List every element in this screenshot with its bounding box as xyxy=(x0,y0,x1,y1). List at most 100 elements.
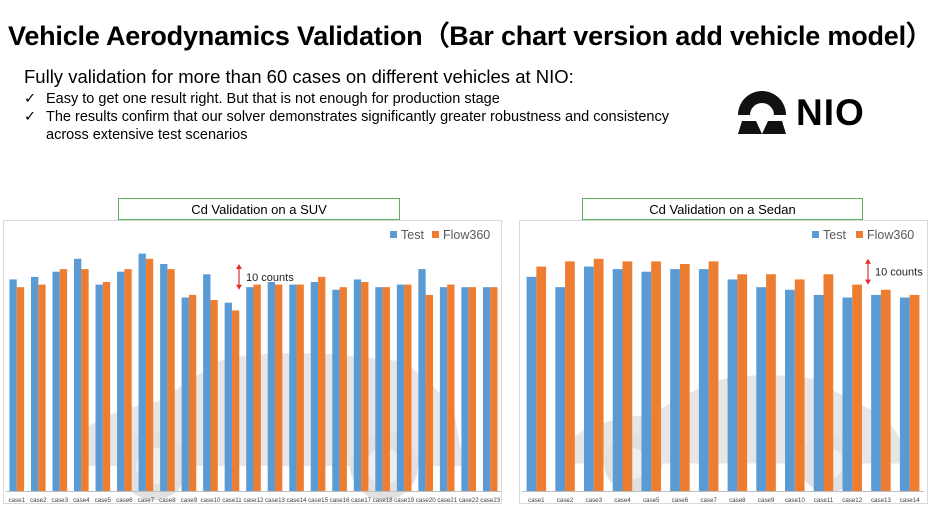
suv-legend-swatch-test xyxy=(390,231,397,238)
suv-bar-test-case2 xyxy=(30,276,39,491)
sedan-bar-test-case3 xyxy=(584,266,594,491)
suv-bar-test-case1 xyxy=(9,279,17,491)
suv-tick-label: case7 xyxy=(138,497,155,503)
suv-bar-flow360-case14 xyxy=(296,284,304,491)
check-icon: ✓ xyxy=(24,91,37,107)
nio-logo-icon xyxy=(738,91,786,134)
suv-tick-label: case22 xyxy=(459,497,480,503)
sedan-bar-flow360-case4 xyxy=(622,261,633,491)
bullet-text: Easy to get one result right. But that i… xyxy=(46,91,500,107)
suv-bar-test-case19 xyxy=(396,284,405,491)
suv-bar-flow360-case16 xyxy=(339,287,347,491)
sedan-chart-frame: case1 case2 case3 case4 case5 case6 case7 case8… xyxy=(519,220,928,504)
sedan-bar-test-case6 xyxy=(670,269,680,491)
sedan-legend-flow360: Flow360 xyxy=(867,228,914,242)
sedan-tick-label: case4 xyxy=(614,497,631,503)
suv-bar-flow360-case2 xyxy=(38,284,46,491)
suv-tick-label: case13 xyxy=(265,497,286,503)
suv-bar-flow360-case19 xyxy=(404,284,412,491)
suv-bar-test-case14 xyxy=(289,284,297,491)
suv-bar-test-case7 xyxy=(138,253,146,491)
suv-tick-label: case23 xyxy=(480,497,501,503)
suv-tick-label: case21 xyxy=(437,497,458,503)
suv-bar-flow360-case22 xyxy=(468,287,477,491)
bullet-item: ✓ Easy to get one result right. But that … xyxy=(24,90,714,108)
page-title: Vehicle Aerodynamics Validation（Bar char… xyxy=(8,21,933,51)
suv-legend-test: Test xyxy=(401,228,424,242)
suv-tick-label: case4 xyxy=(73,497,90,503)
suv-bar-flow360-case6 xyxy=(124,269,132,491)
sedan-tick-label: case6 xyxy=(672,497,689,503)
suv-bar-test-case3 xyxy=(52,271,60,491)
sedan-tick-label: case9 xyxy=(758,497,775,503)
suv-bar-flow360-case5 xyxy=(102,282,111,491)
sedan-bar-test-case11 xyxy=(813,294,824,491)
suv-bar-flow360-case12 xyxy=(253,284,261,491)
sedan-bar-flow360-case5 xyxy=(651,261,661,491)
suv-bar-flow360-case11 xyxy=(231,310,240,491)
bullet-text: The results confirm that our solver demo… xyxy=(46,109,669,143)
sedan-bar-test-case5 xyxy=(641,271,652,491)
sedan-tick-label: case11 xyxy=(814,497,834,503)
suv-bar-flow360-case3 xyxy=(59,269,68,491)
suv-bar-test-case18 xyxy=(375,287,383,491)
sedan-bar-flow360-case12 xyxy=(852,284,862,491)
sedan-bar-test-case8 xyxy=(727,279,738,491)
suv-bar-flow360-case23 xyxy=(490,287,498,491)
suv-bar-flow360-case18 xyxy=(382,287,390,491)
suv-tick-label: case11 xyxy=(222,497,242,503)
sedan-bar-flow360-case14 xyxy=(909,294,920,491)
sedan-bar-flow360-case2 xyxy=(565,261,575,491)
suv-bar-flow360-case1 xyxy=(16,287,25,491)
suv-legend-swatch-flow360 xyxy=(432,231,439,238)
sedan-chart-title: Cd Validation on a Sedan xyxy=(582,198,863,220)
sedan-bar-test-case14 xyxy=(899,297,910,491)
sedan-bar-test-case7 xyxy=(698,269,709,491)
suv-bar-flow360-case17 xyxy=(361,282,369,491)
suv-bar-flow360-case8 xyxy=(167,269,175,491)
sedan-bar-flow360-case9 xyxy=(766,274,776,491)
suv-bar-flow360-case4 xyxy=(81,269,89,491)
suv-tick-label: case8 xyxy=(159,497,176,503)
sedan-bar-test-case10 xyxy=(785,289,795,491)
sedan-annotation-label: 10 counts xyxy=(875,267,923,279)
suv-tick-label: case5 xyxy=(95,497,112,503)
sedan-bar-flow360-case10 xyxy=(794,279,805,491)
sedan-bar-flow360-case6 xyxy=(679,263,690,491)
sedan-legend-swatch-test xyxy=(812,231,819,238)
headline: Fully validation for more than 60 cases … xyxy=(24,66,574,87)
sedan-tick-label: case10 xyxy=(785,497,806,503)
sedan-tick-label: case2 xyxy=(557,497,574,503)
sedan-bar-flow360-case3 xyxy=(593,258,604,491)
suv-tick-label: case18 xyxy=(373,497,394,503)
suv-bar-flow360-case15 xyxy=(318,276,326,491)
sedan-bar-flow360-case7 xyxy=(708,261,719,491)
suv-bar-flow360-case21 xyxy=(447,284,455,491)
sedan-tick-label: case12 xyxy=(842,497,863,503)
suv-bar-test-case15 xyxy=(310,282,319,491)
sedan-tick-label: case7 xyxy=(700,497,717,503)
suv-bar-flow360-case10 xyxy=(210,300,218,491)
suv-bar-test-case9 xyxy=(181,297,189,491)
suv-bar-test-case13 xyxy=(267,282,276,491)
suv-tick-label: case17 xyxy=(351,497,372,503)
sedan-chart: case1 case2 case3 case4 case5 case6 case7 case8… xyxy=(522,228,924,503)
sedan-bar-test-case12 xyxy=(842,297,853,491)
sedan-tick-label: case3 xyxy=(586,497,603,503)
sedan-legend-test: Test xyxy=(823,228,846,242)
logo-text: NIO xyxy=(796,92,865,133)
suv-bar-test-case20 xyxy=(418,269,426,491)
suv-chart-frame: case1 case2 case3 case4 case5 case6 case7 case8… xyxy=(3,220,502,504)
suv-bar-test-case21 xyxy=(439,287,448,491)
suv-bar-test-case17 xyxy=(353,279,362,491)
suv-tick-label: case3 xyxy=(52,497,69,503)
suv-tick-label: case10 xyxy=(200,497,221,503)
suv-tick-label: case9 xyxy=(181,497,198,503)
suv-tick-label: case12 xyxy=(244,497,265,503)
suv-legend-flow360: Flow360 xyxy=(443,228,490,242)
sedan-bar-flow360-case11 xyxy=(823,274,834,491)
suv-tick-label: case19 xyxy=(394,497,415,503)
suv-bar-test-case6 xyxy=(117,271,125,491)
sedan-bar-flow360-case8 xyxy=(737,274,748,491)
sedan-legend-swatch-flow360 xyxy=(856,231,863,238)
